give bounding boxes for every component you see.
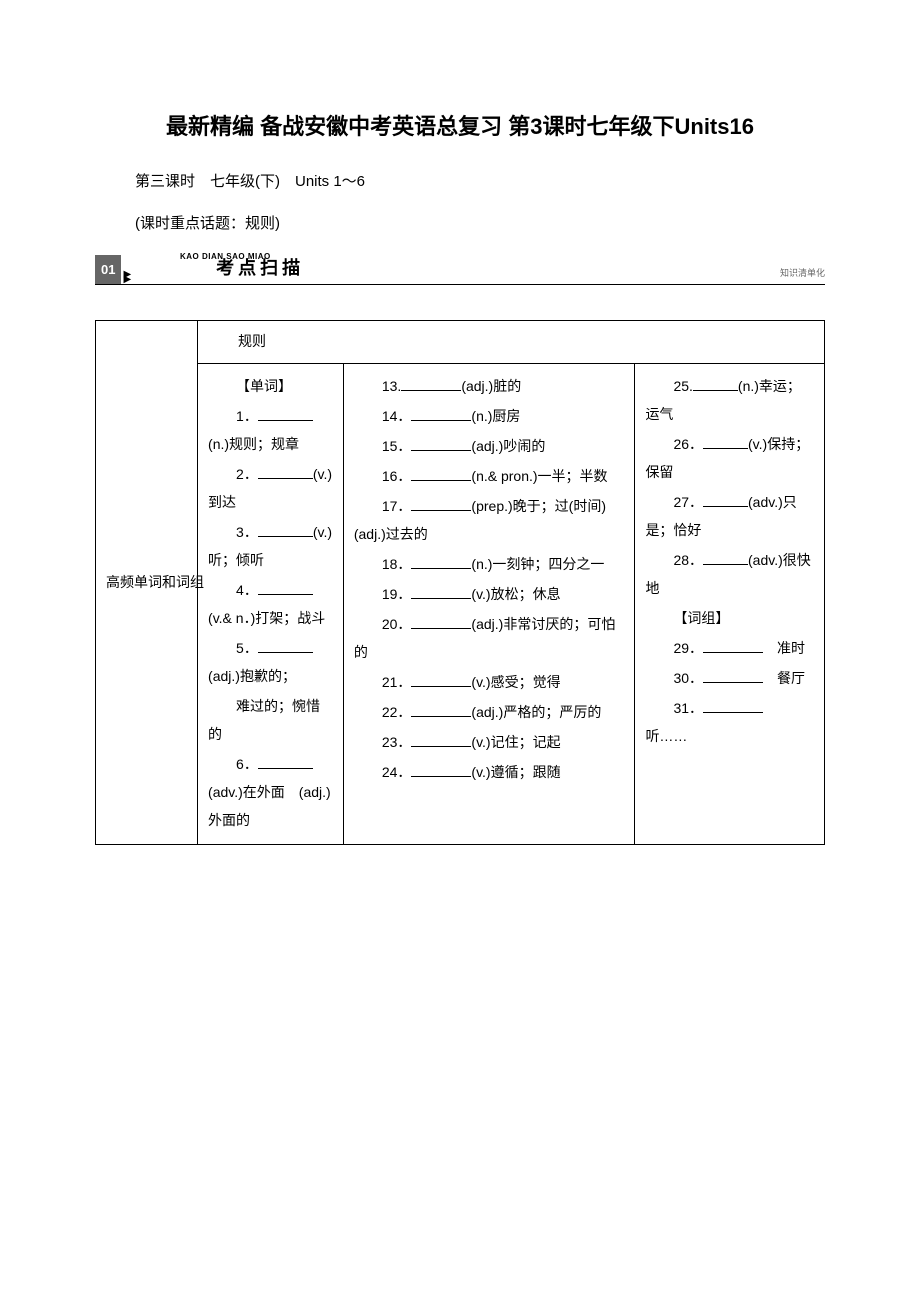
section-right-label: 知识清单化 (780, 265, 825, 281)
rule-cell: 规则 (198, 321, 825, 363)
row-label: 高频单词和词组 (96, 321, 198, 844)
topic: (课时重点话题：规则) (95, 210, 825, 237)
table-row: 【单词】1．(n.)规则；规章2．(v.)到达3．(v.)听；倾听4．(v.& … (96, 363, 825, 844)
section-pinyin: KAO DIAN SAO MIAO (180, 250, 271, 264)
col2: 13.(adj.)脏的14．(n.)厨房15．(adj.)吵闹的16．(n.& … (343, 363, 635, 844)
vocab-table: 高频单词和词组 规则 【单词】1．(n.)规则；规章2．(v.)到达3．(v.)… (95, 320, 825, 844)
col3: 25.(n.)幸运；运气26．(v.)保持；保留27．(adv.)只是；恰好28… (635, 363, 825, 844)
document-title: 最新精编 备战安徽中考英语总复习 第3课时七年级下Units16 (95, 110, 825, 143)
arrow-icon: ▶▶ (123, 272, 131, 282)
section-number: 01 (95, 255, 121, 284)
col1: 【单词】1．(n.)规则；规章2．(v.)到达3．(v.)听；倾听4．(v.& … (198, 363, 344, 844)
table-row: 高频单词和词组 规则 (96, 321, 825, 363)
subtitle: 第三课时 七年级(下) Units 1～6 (95, 168, 825, 195)
section-bar: 01 ▶▶ KAO DIAN SAO MIAO 考点扫描 知识清单化 (95, 252, 825, 285)
